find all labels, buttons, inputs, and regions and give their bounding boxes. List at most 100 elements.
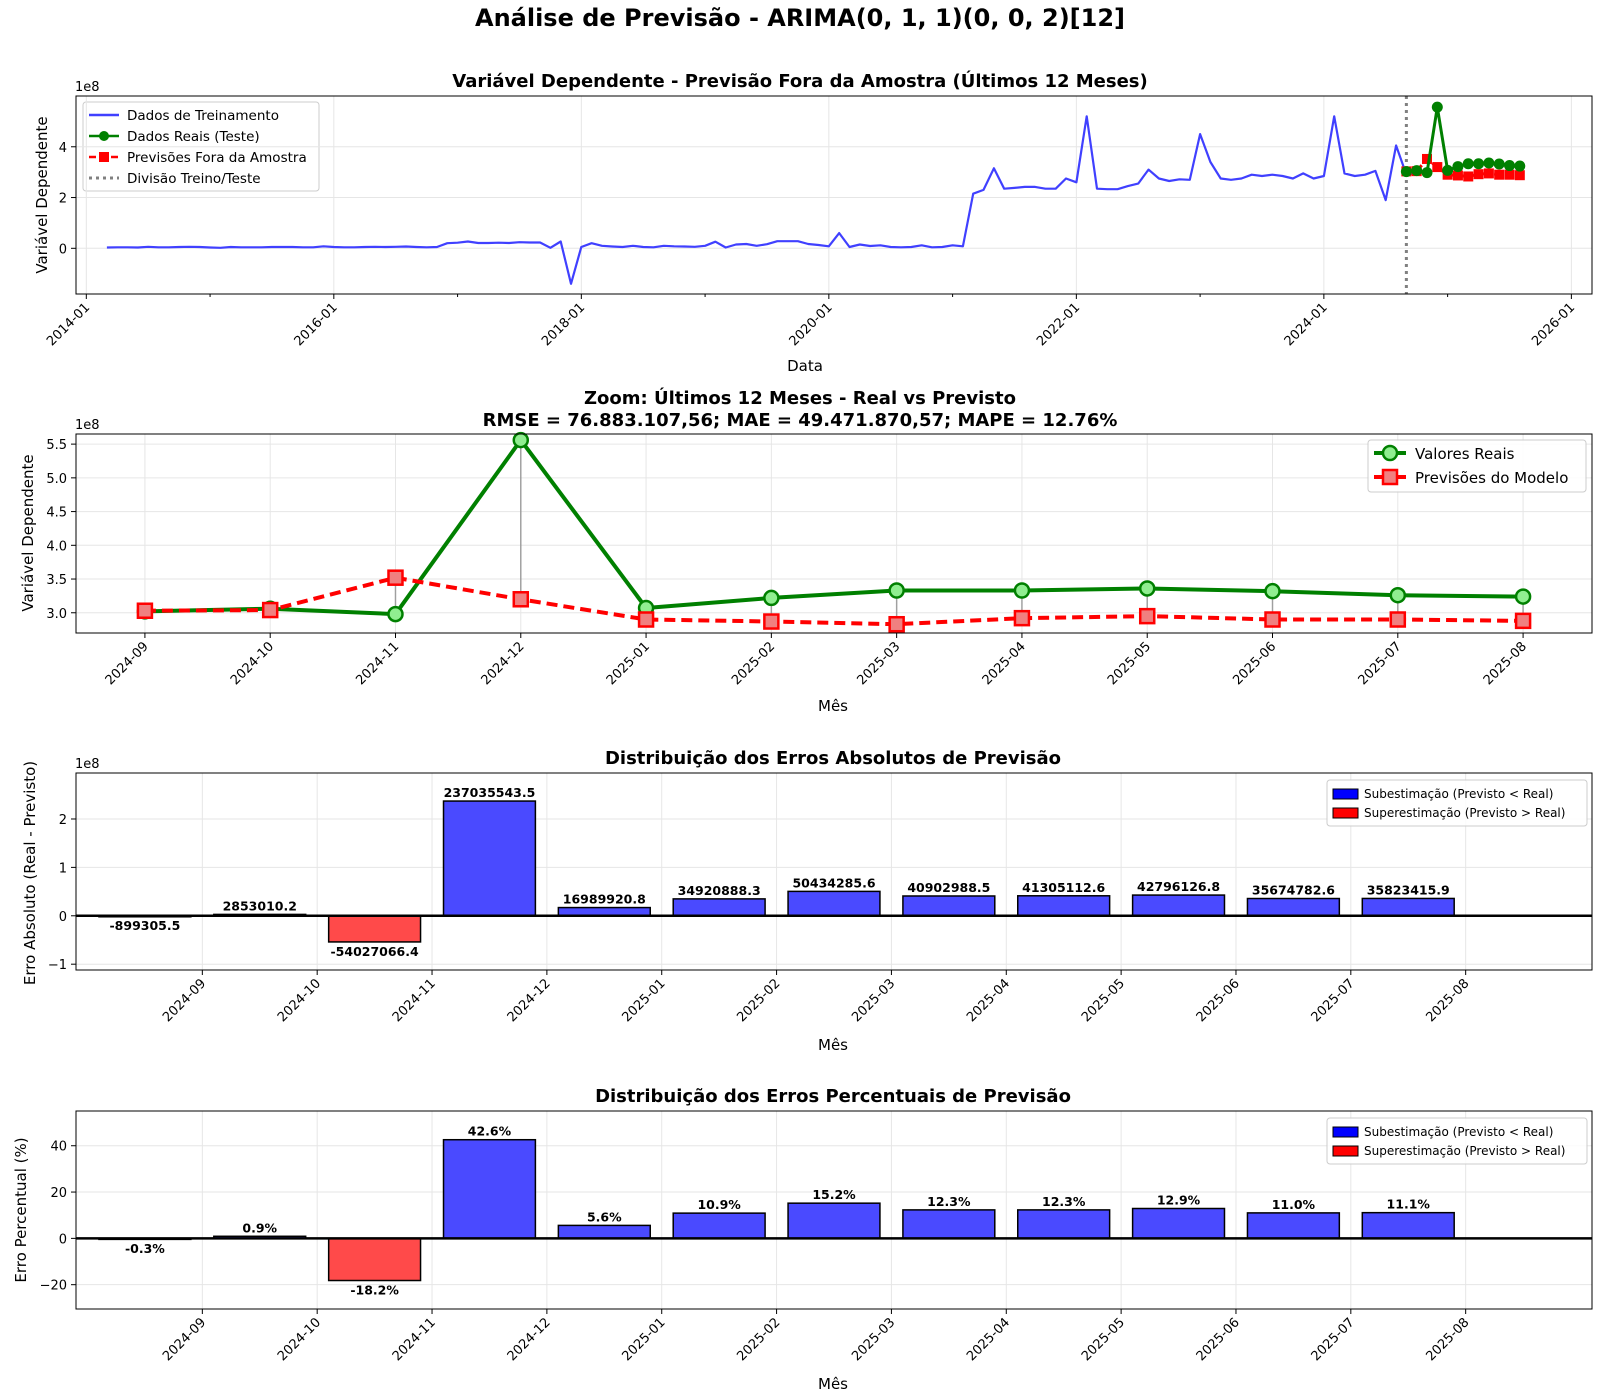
panel2-legend-box	[1367, 439, 1587, 493]
panel-percent-errors: Distribuição dos Erros Percentuais de Pr…	[12, 1086, 1593, 1393]
real-value-point	[1514, 588, 1532, 605]
real-value-point	[1264, 582, 1281, 600]
panel2-ytick-label: 4.0	[46, 539, 67, 554]
real-point	[1452, 161, 1464, 173]
panel4-bar-label: 12.9%	[1157, 1192, 1201, 1207]
panel1-legend: Dados de Treinamento Dados Reais (Teste) P…	[82, 101, 320, 192]
real-value-point	[512, 431, 530, 449]
panel2-title: Zoom: Últimos 12 Meses - Real vs Previst…	[584, 387, 1016, 409]
panel4-xtick-label: 2025-01	[620, 1315, 669, 1364]
forecast-value-point	[637, 611, 655, 628]
panel4-legend-box	[1326, 1117, 1588, 1165]
panel4-xtick-label: 2025-07	[1309, 1315, 1358, 1364]
panel3-xtick-label: 2024-09	[160, 976, 209, 1025]
panel3-xtick-label: 2024-12	[505, 976, 554, 1025]
real-value-point	[1013, 582, 1031, 599]
panel3-xlabel: Mês	[818, 1036, 848, 1054]
panel4-bar	[442, 1138, 537, 1240]
panel4-bar-label: 0.9%	[242, 1220, 277, 1235]
panel3-bar-label: 35674782.6	[1252, 883, 1335, 898]
panel1-xtick-label: 2014-01	[44, 300, 93, 349]
real-point	[1462, 158, 1474, 170]
panel4-ytick-label: 0	[59, 1232, 67, 1247]
forecast-value-point	[512, 591, 530, 608]
panel4-bar	[787, 1202, 881, 1240]
panel3-title: Distribuição dos Erros Absolutos de Prev…	[605, 748, 1061, 769]
panel1-xtick-label: 2020-01	[787, 300, 836, 349]
panel3-xtick-label: 2025-05	[1079, 976, 1128, 1025]
panel2-ytick-label: 5.0	[46, 472, 67, 487]
panel2-xtick-label: 2025-01	[604, 639, 653, 688]
forecast-value-point	[888, 615, 905, 633]
real-point	[1483, 157, 1495, 169]
panel4-ytick-label: 40	[50, 1140, 67, 1155]
panel3-bar-label: 41305112.6	[1022, 880, 1105, 895]
panel4-title: Distribuição dos Erros Percentuais de Pr…	[595, 1086, 1071, 1107]
panel4-bar-label: -18.2%	[350, 1283, 399, 1298]
forecast-point	[1494, 169, 1505, 180]
panel3-bar-label: 2853010.2	[223, 898, 297, 913]
panel2-xtick-label: 2024-11	[353, 639, 402, 688]
figure-suptitle: Análise de Previsão - ARIMA(0, 1, 1)(0, …	[475, 4, 1125, 32]
forecast-point	[1421, 153, 1432, 164]
panel2-ytick-label: 4.5	[46, 506, 67, 521]
forecast-point	[1504, 169, 1515, 180]
panel1-ylabel: Variável Dependente	[33, 116, 51, 273]
real-value-point	[888, 582, 905, 599]
panel2-xtick-label: 2025-03	[854, 639, 903, 688]
panel2-xlabel: Mês	[818, 697, 848, 715]
panel3-legend-label-over: Superestimação (Previsto > Real)	[1364, 806, 1565, 820]
forecast-value-point	[763, 613, 780, 630]
panel1-xlabel: Data	[787, 357, 823, 375]
real-point	[1411, 165, 1423, 177]
panel2-ytick-label: 3.0	[46, 607, 67, 622]
series-line-real-values	[144, 438, 1524, 617]
forecast-value-point	[1514, 612, 1532, 630]
panel3-ytick-label: −1	[48, 958, 67, 973]
panel4-ytick-label: −20	[40, 1279, 67, 1294]
panel4-bar-label: 12.3%	[927, 1194, 971, 1209]
panel4-xlabel: Mês	[818, 1375, 848, 1393]
panel4-xtick-label: 2025-02	[734, 1315, 783, 1364]
panel1-xtick-label: 2026-01	[1529, 300, 1578, 349]
panel2-legend-marker-real	[1381, 444, 1399, 462]
panel2-ytick-label: 3.5	[46, 573, 67, 588]
panel-zoom: Zoom: Últimos 12 Meses - Real vs Previst…	[19, 387, 1593, 715]
panel4-ytick-label: 20	[50, 1186, 67, 1201]
forecast-point	[1514, 170, 1525, 181]
panel4-xtick-label: 2024-11	[390, 1315, 439, 1364]
panel4-xtick-label: 2025-05	[1079, 1315, 1128, 1364]
real-value-point	[763, 589, 780, 607]
panel4-bar-label: 5.6%	[587, 1209, 622, 1224]
panel3-bar	[672, 898, 766, 917]
panel4-legend-label-over: Superestimação (Previsto > Real)	[1364, 1144, 1565, 1158]
panel1-ytick-label: 2	[59, 192, 67, 207]
real-value-point	[1138, 580, 1156, 597]
panel2-xtick-label: 2024-09	[103, 639, 152, 688]
panel1-legend-label-forecast: Previsões Fora da Amostra	[127, 150, 307, 166]
panel3-bar	[1131, 894, 1226, 917]
panel-full-series: Variável Dependente - Previsão Fora da A…	[33, 70, 1593, 375]
panel2-xtick-label: 2025-08	[1481, 639, 1530, 688]
panel3-xtick-label: 2024-10	[275, 976, 324, 1025]
panel2-xtick-label: 2025-05	[1105, 639, 1154, 688]
panel4-ylabel: Erro Percentual (%)	[12, 1137, 30, 1282]
real-point	[1493, 158, 1505, 170]
series-line-training	[106, 115, 1417, 285]
panel2-legend-marker-forecast	[1381, 468, 1399, 486]
panel4-xtick-label: 2024-10	[275, 1315, 324, 1364]
panel1-xtick-label: 2022-01	[1034, 300, 1083, 349]
forecast-point	[1452, 170, 1463, 181]
panel3-xtick-label: 2025-02	[734, 976, 783, 1025]
panel4-bar	[902, 1209, 996, 1240]
panel3-ytick-label: 2	[59, 813, 67, 828]
panel2-xtick-label: 2024-10	[228, 639, 277, 688]
panel3-legend-swatch-under	[1332, 788, 1359, 800]
panel3-bar-label: 42796126.8	[1137, 879, 1220, 894]
panel2-xtick-label: 2025-07	[1356, 639, 1405, 688]
panel2-legend-label-real: Valores Reais	[1415, 445, 1515, 463]
panel3-bar-label: 35823415.9	[1367, 882, 1450, 897]
panel3-bar	[1246, 897, 1341, 917]
forecast-point	[1463, 171, 1474, 182]
panel3-xtick-label: 2025-08	[1423, 976, 1472, 1025]
